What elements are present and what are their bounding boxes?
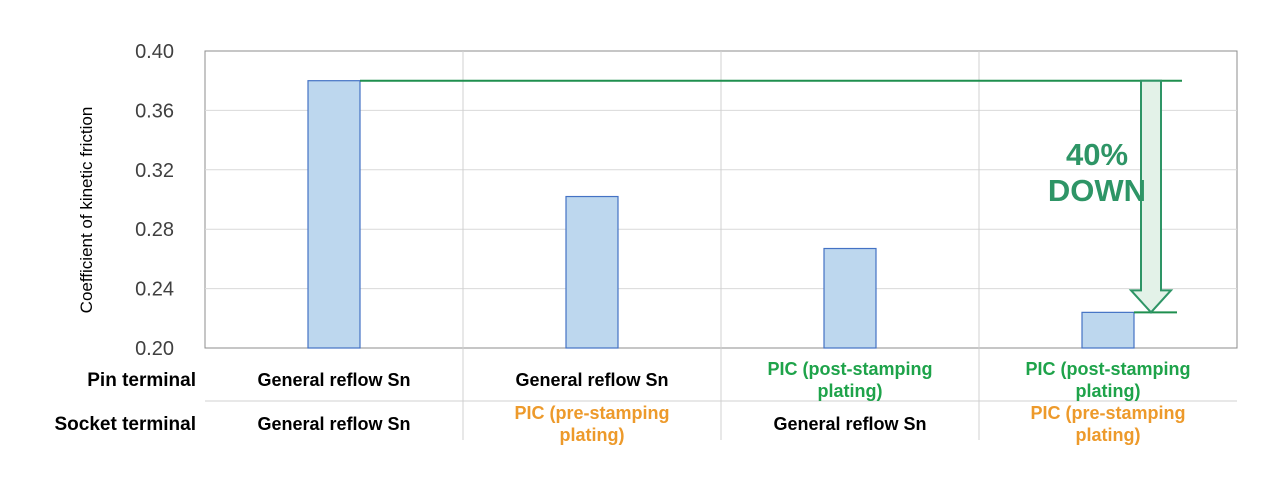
category-label: General reflow Sn	[257, 414, 410, 434]
category-label: PIC (pre-stamping	[514, 403, 669, 423]
category-labels: General reflow Sn General reflow Sn Genera…	[257, 359, 1190, 445]
y-tick-label: 0.20	[135, 338, 174, 360]
category-label: plating)	[1076, 425, 1141, 445]
y-tick-label: 0.36	[135, 100, 174, 122]
bar	[565, 195, 619, 349]
down-arrow	[1128, 79, 1174, 314]
bar	[307, 80, 361, 349]
bars	[307, 80, 1135, 349]
category-label: PIC (pre-stamping	[1030, 403, 1185, 423]
annotation-text: DOWN	[1048, 173, 1146, 208]
y-tick-label: 0.32	[135, 160, 174, 182]
pin-terminal-row-label: Pin terminal	[87, 370, 196, 391]
category-label: plating)	[818, 381, 883, 401]
y-axis-ticks: 0.40 0.36 0.32 0.28 0.24 0.20	[135, 41, 174, 360]
bar	[1081, 311, 1135, 349]
bar	[823, 247, 877, 349]
category-label: General reflow Sn	[773, 414, 926, 434]
annotation: 40%DOWN	[360, 79, 1182, 314]
category-label: PIC (post-stamping	[1026, 359, 1191, 379]
category-label: plating)	[560, 425, 625, 445]
category-label: PIC (post-stamping	[768, 359, 933, 379]
y-tick-label: 0.28	[135, 219, 174, 241]
annotation-text: 40%	[1066, 137, 1128, 172]
grid-lines	[204, 50, 1238, 440]
socket-terminal-row-label: Socket terminal	[55, 414, 197, 435]
y-tick-label: 0.24	[135, 279, 174, 301]
category-label: General reflow Sn	[257, 370, 410, 390]
category-label: plating)	[1076, 381, 1141, 401]
y-tick-label: 0.40	[135, 41, 174, 63]
category-label: General reflow Sn	[515, 370, 668, 390]
y-axis-label: Coefficient of kinetic friction	[77, 107, 96, 314]
